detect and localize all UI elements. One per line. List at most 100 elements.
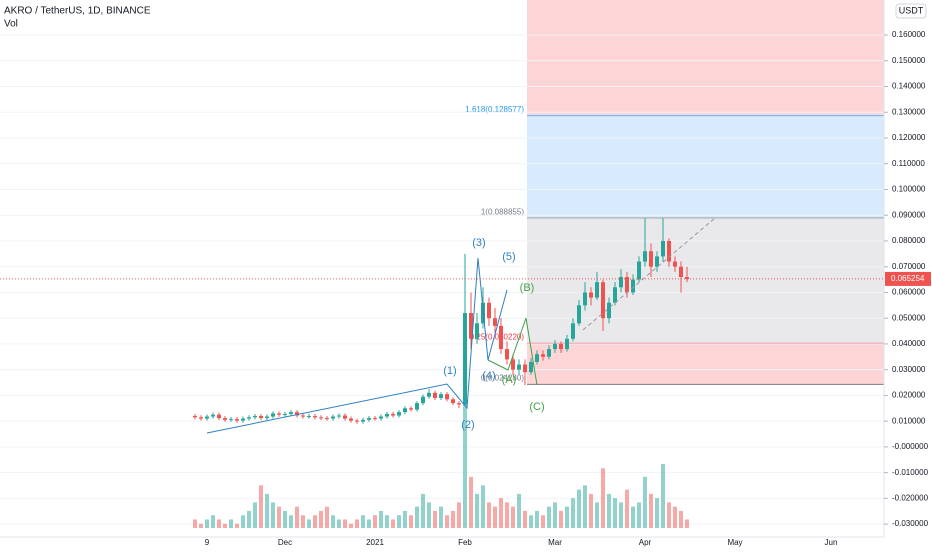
fib-zone [527,218,884,344]
candle-body [367,418,371,420]
volume-bar [433,510,437,528]
volume-bar [445,515,449,528]
candle-body [631,279,635,293]
volume-bar [631,506,635,528]
candle-body [517,364,521,370]
trend-line [582,217,716,331]
volume-bar [457,502,461,528]
volume-bar [571,498,575,528]
volume-pane [193,400,689,528]
volume-bar [217,519,221,528]
fib-zone [527,0,884,116]
candle-body [535,354,539,362]
candle-body [211,414,215,417]
y-tick-label: 0.120000 [892,133,926,142]
volume-bar [577,489,581,528]
fib-level-label: 1(0.088855) [481,207,524,216]
last-price-box [885,271,931,286]
candle-body [577,305,581,324]
wave-label: (B) [520,282,535,294]
volume-bar [451,510,455,528]
candle-body [391,413,395,416]
last-price-label: 0.065254 [891,274,925,283]
wave-label: (2) [461,419,474,431]
candle-body [403,408,407,413]
volume-label: Vol [4,19,18,30]
candle-body [637,261,641,280]
volume-bar [427,502,431,528]
volume-bar [199,523,203,528]
volume-bar [499,498,503,528]
candle-body [451,399,455,404]
volume-bar [487,502,491,528]
volume-bar [283,510,287,528]
volume-bar [349,523,353,528]
volume-bar [343,519,347,528]
candle-body [319,417,323,419]
volume-bar [361,515,365,528]
volume-bar [649,493,653,528]
candle-body [475,323,479,339]
currency-label[interactable]: USDT [899,5,924,15]
candle-body [511,359,515,370]
fib-zone [527,115,884,219]
wave-label: (1) [443,365,456,377]
y-tick-label: -0.020000 [892,493,929,502]
volume-bar [517,493,521,528]
candle-body [265,416,269,419]
candle-body [487,302,491,319]
volume-bar [505,502,509,528]
volume-bar [439,506,443,528]
fib-zone [527,343,884,385]
volume-bar [259,485,263,528]
volume-bar [511,506,515,528]
candle-body [571,323,575,339]
volume-bar [247,510,251,528]
volume-bar [655,498,659,528]
volume-bar [601,468,605,528]
candles [193,218,689,424]
volume-bar [379,510,383,528]
candle-body [337,415,341,417]
y-tick-label: 0.100000 [892,185,926,194]
volume-bar [391,519,395,528]
candle-body [559,343,563,350]
currency-button[interactable] [895,3,927,19]
candle-body [679,266,683,277]
x-tick-label: Jun [825,538,838,547]
volume-bar [235,523,239,528]
candle-body [343,415,347,419]
volume-bar [589,493,593,528]
y-tick-label: -0.000000 [892,442,929,451]
candle-body [463,313,467,405]
volume-bar [559,510,563,528]
candle-body [595,282,599,298]
volume-bar [607,493,611,528]
volume-bar [637,502,641,528]
candle-body [259,416,263,419]
volume-bar [313,515,317,528]
volume-bar [595,502,599,528]
candle-body [307,416,311,418]
volume-bar [253,502,257,528]
candle-body [625,276,629,293]
wave-label: (5) [502,251,515,263]
volume-bar [481,485,485,528]
candle-body [433,392,437,398]
candle-body [349,418,353,421]
candle-body [469,313,473,339]
candle-body [613,287,617,303]
candle-body [421,396,425,404]
candle-body [673,261,677,267]
candle-body [583,292,587,306]
volume-bar [523,510,527,528]
candle-body [229,419,233,421]
candle-body [295,412,299,416]
candle-body [253,416,257,418]
volume-bar [337,519,341,528]
candle-body [373,418,377,420]
candle-body [427,392,431,397]
candle-body [331,416,335,419]
volume-bar [301,515,305,528]
